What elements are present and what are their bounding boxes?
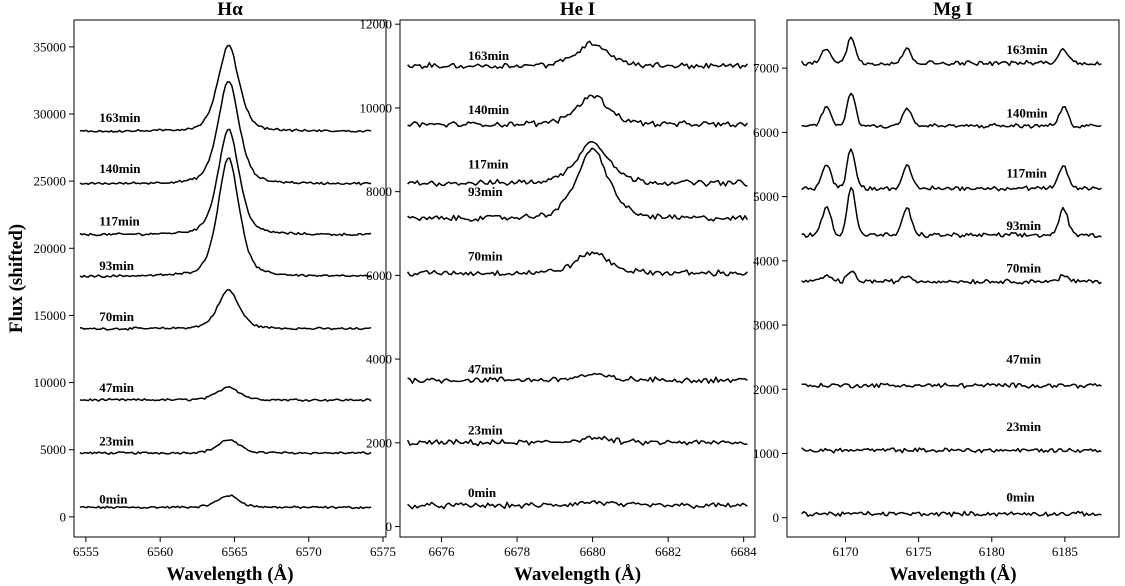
curve-label: 140min (468, 102, 510, 117)
y-tick-label: 8000 (366, 184, 392, 199)
curve-label: 93min (1006, 218, 1041, 233)
x-tick-label: 6575 (370, 544, 396, 559)
y-tick-label: 7000 (753, 61, 779, 76)
y-tick-label: 35000 (34, 39, 67, 54)
y-tick-label: 12000 (360, 17, 393, 32)
curve-label: 93min (468, 184, 503, 199)
x-tick-label: 6170 (833, 544, 859, 559)
curve-label: 47min (1006, 352, 1041, 367)
curve-label: 70min (99, 309, 134, 324)
curve-label: 140min (99, 161, 141, 176)
x-axis-title: Wavelength (Å) (889, 564, 1016, 585)
spectrum-line-23min (801, 447, 1102, 454)
y-tick-label: 6000 (753, 125, 779, 140)
curve-label: 117min (1006, 165, 1047, 180)
y-tick-label: 0 (60, 509, 67, 524)
curve-label: 47min (99, 380, 134, 395)
y-tick-label: 15000 (34, 308, 67, 323)
x-tick-label: 6560 (147, 544, 173, 559)
curve-label: 163min (1006, 42, 1048, 57)
curve-label: 70min (1006, 260, 1041, 275)
y-tick-label: 25000 (34, 174, 67, 189)
x-tick-label: 6180 (979, 544, 1005, 559)
plot-frame (399, 19, 756, 538)
x-tick-label: 6682 (655, 544, 681, 559)
spectrum-line-0min (407, 500, 748, 510)
curve-label: 0min (468, 485, 497, 500)
spectrum-line-93min (407, 147, 749, 222)
spectrum-line-0min (79, 494, 372, 510)
y-tick-label: 30000 (34, 107, 67, 122)
spectrum-line-47min (79, 386, 372, 402)
panel-title: He I (560, 0, 595, 20)
plot-frame (786, 19, 1120, 538)
spectrum-line-140min (79, 81, 372, 186)
x-tick-label: 6175 (906, 544, 932, 559)
curve-label: 23min (99, 434, 134, 449)
spectrum-line-23min (406, 435, 748, 447)
x-tick-label: 6555 (73, 544, 99, 559)
y-tick-label: 0 (386, 519, 393, 534)
curve-label: 163min (468, 48, 510, 63)
panel-mg-i: 6170 6175 6180 6185 0 1000 2000 3000 4000 5000 600… (753, 0, 1120, 585)
curve-label: 47min (468, 362, 503, 377)
y-tick-label: 3000 (753, 318, 779, 333)
y-tick-label: 4000 (753, 253, 779, 268)
curve-label: 70min (468, 249, 503, 264)
y-tick-label: 5000 (753, 189, 779, 204)
spectrum-line-163min (79, 44, 372, 133)
y-tick-label: 10000 (360, 100, 393, 115)
x-tick-label: 6678 (504, 544, 530, 559)
spectrum-line-117min (801, 148, 1102, 192)
plot-frame (73, 19, 387, 538)
panel-he-i: 6676 6678 6680 6682 6684 0 2000 4000 6000 8000 100… (360, 0, 758, 585)
x-axis-title: Wavelength (Å) (166, 564, 293, 585)
curve-label: 117min (468, 157, 509, 172)
x-tick-label: 6185 (1052, 544, 1078, 559)
y-axis-title: Flux (shifted) (6, 224, 27, 333)
spectrum-line-140min (801, 92, 1102, 129)
x-tick-label: 6680 (580, 544, 606, 559)
spectrum-line-117min (79, 128, 372, 237)
spectrum-line-117min (407, 141, 748, 187)
y-tick-label: 2000 (366, 435, 392, 450)
curve-label: 140min (1006, 106, 1048, 121)
panel-title: Mg I (933, 0, 973, 20)
y-tick-label: 4000 (366, 352, 392, 367)
spectrum-line-163min (800, 36, 1102, 67)
panel-halpha: 6555 6560 6565 6570 657505000100001500020000… (6, 0, 396, 585)
curve-label: 23min (1006, 419, 1041, 434)
x-tick-label: 6570 (296, 544, 322, 559)
spectrum-line-140min (407, 94, 748, 128)
x-tick-label: 6565 (221, 544, 247, 559)
y-tick-label: 5000 (40, 442, 66, 457)
curve-label: 0min (99, 491, 128, 506)
spectrum-line-47min (801, 382, 1102, 389)
curve-label: 117min (99, 213, 140, 228)
curve-label: 93min (99, 258, 134, 273)
curve-label: 163min (99, 110, 141, 125)
y-tick-label: 2000 (753, 382, 779, 397)
y-tick-label: 1000 (753, 446, 779, 461)
spectrum-line-93min (79, 157, 372, 279)
x-tick-label: 6676 (429, 544, 456, 559)
curve-label: 23min (468, 422, 503, 437)
y-tick-label: 20000 (34, 241, 67, 256)
spectrum-line-0min (801, 510, 1102, 518)
y-tick-label: 6000 (366, 268, 392, 283)
spectrum-line-70min (406, 251, 748, 277)
spectrum-line-163min (407, 40, 748, 70)
y-tick-label: 10000 (34, 375, 67, 390)
panel-title: Hα (217, 0, 243, 20)
spectrum-line-70min (801, 270, 1102, 285)
spectrum-line-93min (801, 186, 1102, 239)
y-tick-label: 0 (773, 510, 780, 525)
x-tick-label: 6684 (731, 544, 758, 559)
x-axis-title: Wavelength (Å) (514, 564, 641, 585)
spectrum-line-23min (79, 439, 372, 455)
spectrum-line-47min (407, 372, 748, 384)
curve-label: 0min (1006, 490, 1035, 505)
spectrum-line-70min (79, 288, 372, 331)
